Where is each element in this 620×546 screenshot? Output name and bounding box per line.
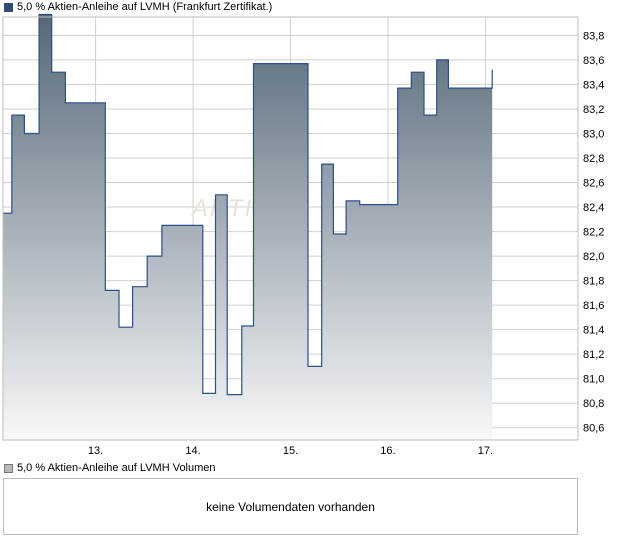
y-tick-label: 83,4 [583,79,604,91]
volume-legend: 5,0 % Aktien-Anleihe auf LVMH Volumen [4,461,216,475]
no-volume-message: keine Volumendaten vorhanden [206,499,375,514]
price-line [3,13,493,396]
volume-legend-swatch [4,463,13,473]
price-legend: 5,0 % Aktien-Anleihe auf LVMH (Frankfurt… [4,0,272,14]
y-axis-labels: 80,6 80,8 81,0 81,2 81,4 81,6 81,8 82,0 82,2 82,4… [583,30,604,434]
x-tick-label: 13. [88,445,103,457]
price-legend-swatch [4,2,13,12]
y-tick-label: 82,8 [583,153,604,165]
y-tick-label: 80,6 [583,423,604,435]
y-tick-label: 81,4 [583,325,604,337]
y-tick-label: 83,6 [583,55,604,67]
x-tick-label: 16. [380,445,395,457]
volume-panel: keine Volumendaten vorhanden [3,478,578,535]
x-tick-label: 17. [478,445,493,457]
x-axis-labels: 13. 14. 15. 16. 17. [88,445,493,457]
y-tick-label: 81,2 [583,349,604,361]
x-tick-label: 14. [185,445,200,457]
x-tick-label: 15. [283,445,298,457]
y-tick-label: 80,8 [583,398,604,410]
price-chart: AKTIEN 80,680,881,081,281,481,681,882,08… [2,13,604,457]
y-tick-label: 82,4 [583,202,604,214]
y-tick-label: 81,6 [583,300,604,312]
plot-frame [2,16,579,441]
y-tick-label: 81,8 [583,276,604,288]
y-tick-label: 83,2 [583,104,604,116]
volume-legend-label: 5,0 % Aktien-Anleihe auf LVMH Volumen [17,462,216,474]
y-tick-label: 83,0 [583,128,604,140]
y-tick-label: 81,0 [583,374,604,386]
y-tick-label: 82,6 [583,178,604,190]
price-area [3,14,493,440]
y-tick-label: 82,2 [583,227,604,239]
y-tick-label: 82,0 [583,251,604,263]
price-legend-label: 5,0 % Aktien-Anleihe auf LVMH (Frankfurt… [17,1,273,13]
y-tick-label: 83,8 [583,30,604,42]
